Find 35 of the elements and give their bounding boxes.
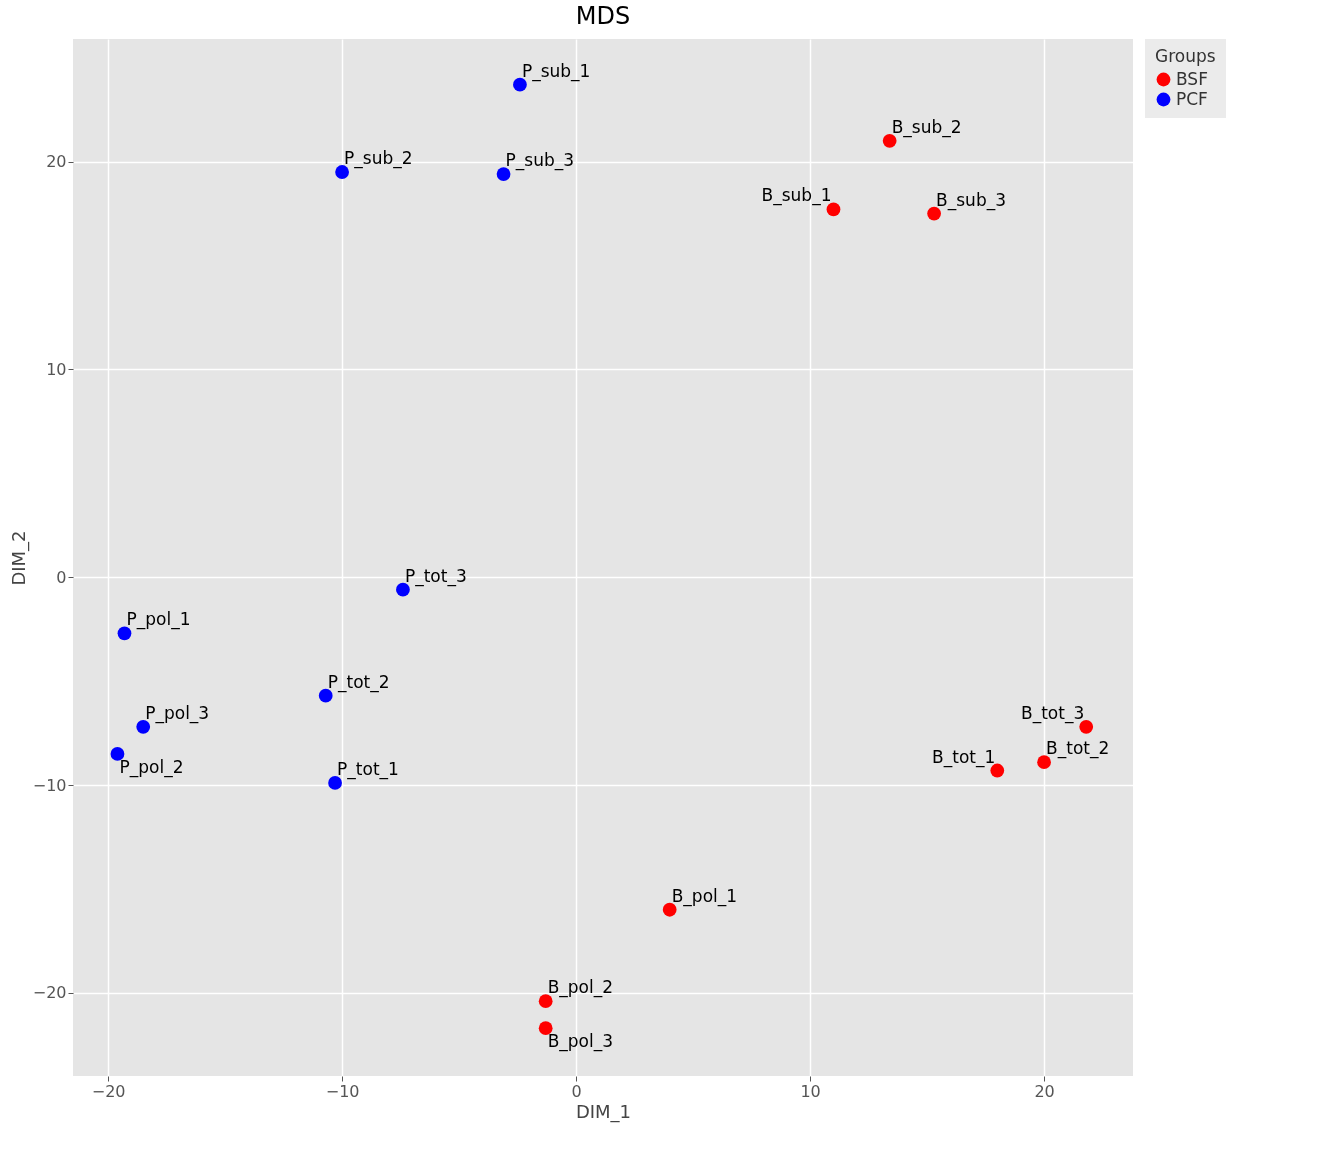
annotation: B_tot_1 <box>932 746 996 768</box>
annotation: P_tot_2 <box>327 671 390 693</box>
legend-label: BSF <box>1176 68 1208 89</box>
annotation: P_pol_3 <box>145 702 210 724</box>
y-axis-title: DIM_2 <box>7 530 30 586</box>
x-tick-label: 0 <box>571 1081 582 1101</box>
annotation: P_pol_2 <box>119 756 184 778</box>
x-axis-title: DIM_1 <box>575 1100 632 1123</box>
annotation: P_sub_2 <box>344 148 413 169</box>
annotation: B_sub_3 <box>936 189 1007 211</box>
annotation: P_tot_1 <box>337 758 399 780</box>
annotation: P_pol_1 <box>126 609 191 631</box>
y-tick-label: −10 <box>32 775 67 795</box>
legend-label: PCF <box>1176 88 1208 109</box>
x-tick-label: 10 <box>800 1081 821 1101</box>
legend-title: Groups <box>1155 46 1216 66</box>
y-tick-label: −20 <box>32 983 67 1003</box>
annotation: P_sub_3 <box>505 150 575 172</box>
annotation: B_pol_1 <box>671 885 738 907</box>
annotation: B_tot_2 <box>1046 738 1110 760</box>
annotation: P_tot_3 <box>404 565 467 587</box>
chart-title: MDS <box>575 2 631 30</box>
x-tick-label: −10 <box>325 1081 360 1101</box>
annotation: B_pol_2 <box>547 977 614 999</box>
x-tick-label: 20 <box>1034 1081 1055 1101</box>
y-tick-label: 0 <box>56 567 67 587</box>
annotation: B_sub_2 <box>891 116 962 138</box>
y-tick-label: 10 <box>46 359 67 379</box>
annotation: B_tot_3 <box>1020 702 1085 724</box>
annotation: B_sub_1 <box>761 185 832 207</box>
y-tick-label: 20 <box>46 152 67 172</box>
annotation: P_sub_1 <box>521 60 591 82</box>
point <box>110 747 125 761</box>
x-tick-label: −20 <box>91 1081 126 1101</box>
annotation: B_pol_3 <box>547 1031 614 1053</box>
